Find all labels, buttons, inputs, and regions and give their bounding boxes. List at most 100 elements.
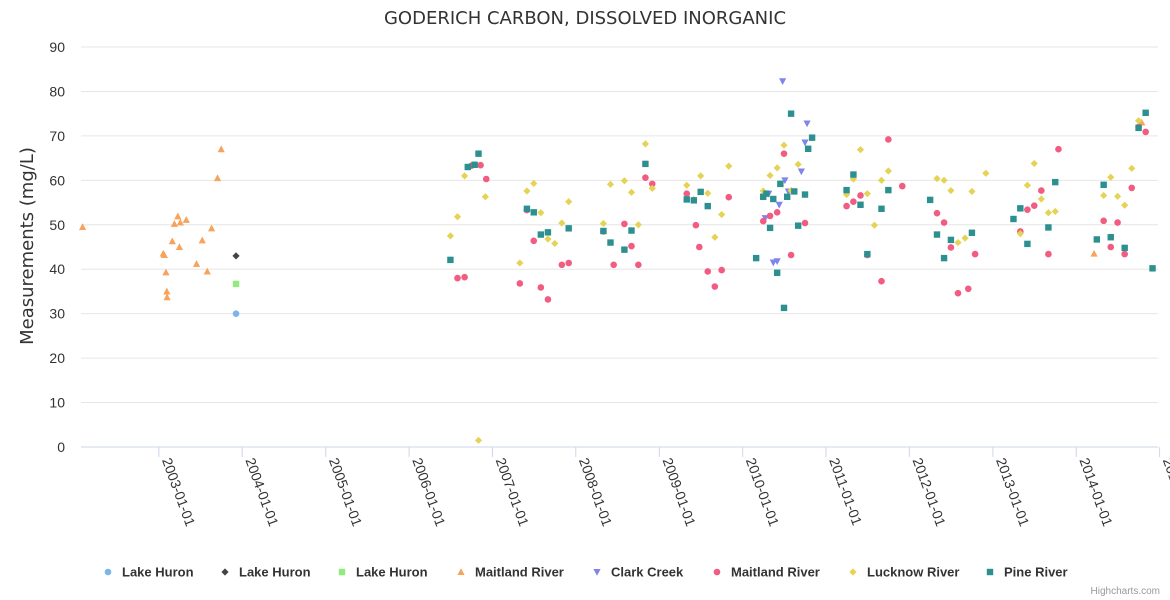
data-point[interactable] (606, 180, 615, 188)
data-point[interactable] (558, 261, 566, 269)
data-point[interactable] (565, 198, 573, 206)
data-point[interactable] (544, 235, 552, 243)
data-point[interactable] (801, 139, 809, 147)
data-point[interactable] (803, 120, 811, 128)
data-point[interactable] (947, 186, 955, 195)
legend-marker[interactable] (457, 568, 465, 575)
data-point[interactable] (940, 176, 948, 184)
data-point[interactable] (961, 234, 969, 242)
data-point[interactable] (477, 161, 484, 169)
data-point[interactable] (1121, 201, 1129, 209)
data-point[interactable] (1142, 128, 1149, 136)
data-point[interactable] (551, 239, 559, 248)
data-point[interactable] (523, 205, 531, 212)
data-point[interactable] (683, 190, 691, 197)
data-point[interactable] (544, 229, 552, 236)
data-point[interactable] (784, 193, 791, 200)
data-point[interactable] (628, 227, 635, 234)
data-point[interactable] (163, 293, 171, 301)
data-point[interactable] (933, 174, 941, 183)
data-point[interactable] (878, 277, 885, 285)
data-point[interactable] (558, 219, 566, 227)
data-point[interactable] (471, 161, 478, 168)
data-point[interactable] (787, 251, 795, 259)
data-point[interactable] (565, 259, 572, 267)
data-point[interactable] (863, 190, 871, 198)
data-point[interactable] (474, 436, 483, 444)
data-point[interactable] (683, 181, 691, 189)
data-point[interactable] (898, 182, 906, 190)
data-point[interactable] (1149, 265, 1156, 272)
data-point[interactable] (777, 180, 784, 188)
data-point[interactable] (1135, 124, 1142, 132)
data-point[interactable] (168, 237, 176, 245)
data-point[interactable] (704, 202, 711, 210)
data-point[interactable] (544, 296, 552, 303)
data-point[interactable] (843, 186, 850, 194)
data-point[interactable] (1128, 164, 1136, 172)
data-point[interactable] (208, 224, 216, 232)
data-point[interactable] (1138, 118, 1146, 126)
data-point[interactable] (884, 167, 892, 175)
data-point[interactable] (621, 246, 628, 253)
data-point[interactable] (1030, 202, 1038, 209)
data-point[interactable] (1107, 234, 1114, 241)
data-point[interactable] (461, 273, 468, 281)
data-point[interactable] (648, 184, 656, 192)
data-point[interactable] (947, 244, 955, 251)
data-point[interactable] (808, 134, 816, 141)
data-point[interactable] (1134, 117, 1143, 125)
data-point[interactable] (1045, 224, 1052, 231)
data-point[interactable] (621, 220, 628, 228)
data-point[interactable] (964, 285, 972, 293)
data-point[interactable] (1051, 207, 1059, 216)
data-point[interactable] (926, 196, 934, 204)
data-point[interactable] (1052, 178, 1059, 186)
data-point[interactable] (481, 193, 489, 201)
data-point[interactable] (725, 162, 733, 170)
data-point[interactable] (1017, 205, 1024, 212)
data-point[interactable] (770, 195, 777, 203)
data-point[interactable] (1037, 195, 1045, 203)
data-point[interactable] (565, 225, 572, 232)
data-point[interactable] (864, 250, 871, 258)
data-point[interactable] (968, 187, 976, 196)
data-point[interactable] (628, 242, 635, 250)
data-point[interactable] (217, 145, 225, 153)
data-point[interactable] (599, 219, 608, 228)
data-point[interactable] (779, 78, 787, 86)
data-point[interactable] (232, 310, 240, 317)
data-point[interactable] (203, 267, 211, 275)
data-point[interactable] (453, 213, 462, 221)
data-point[interactable] (460, 172, 469, 180)
credits-link[interactable]: Highcharts.com (1091, 586, 1160, 597)
data-point[interactable] (773, 269, 781, 276)
legend-marker[interactable] (338, 568, 346, 576)
data-point[interactable] (182, 216, 190, 223)
data-point[interactable] (530, 179, 538, 188)
data-point[interactable] (1107, 243, 1115, 251)
data-point[interactable] (610, 261, 617, 269)
data-point[interactable] (766, 171, 774, 180)
data-point[interactable] (947, 236, 955, 244)
data-point[interactable] (775, 201, 783, 209)
data-point[interactable] (794, 160, 802, 168)
data-point[interactable] (1044, 209, 1053, 217)
data-point[interactable] (1128, 184, 1136, 192)
data-point[interactable] (174, 212, 182, 220)
data-point[interactable] (198, 236, 206, 244)
data-point[interactable] (791, 188, 798, 195)
data-point[interactable] (801, 219, 809, 227)
data-point[interactable] (933, 231, 941, 238)
legend-item[interactable]: Clark Creek (593, 565, 684, 580)
data-point[interactable] (160, 251, 168, 258)
data-point[interactable] (627, 188, 636, 196)
data-point[interactable] (780, 150, 788, 157)
data-point[interactable] (530, 237, 538, 245)
legend-item[interactable]: Maitland River (457, 565, 564, 580)
data-point[interactable] (773, 164, 781, 172)
data-point[interactable] (766, 212, 774, 220)
data-point[interactable] (1100, 191, 1108, 200)
data-point[interactable] (711, 283, 719, 290)
data-point[interactable] (454, 274, 461, 282)
